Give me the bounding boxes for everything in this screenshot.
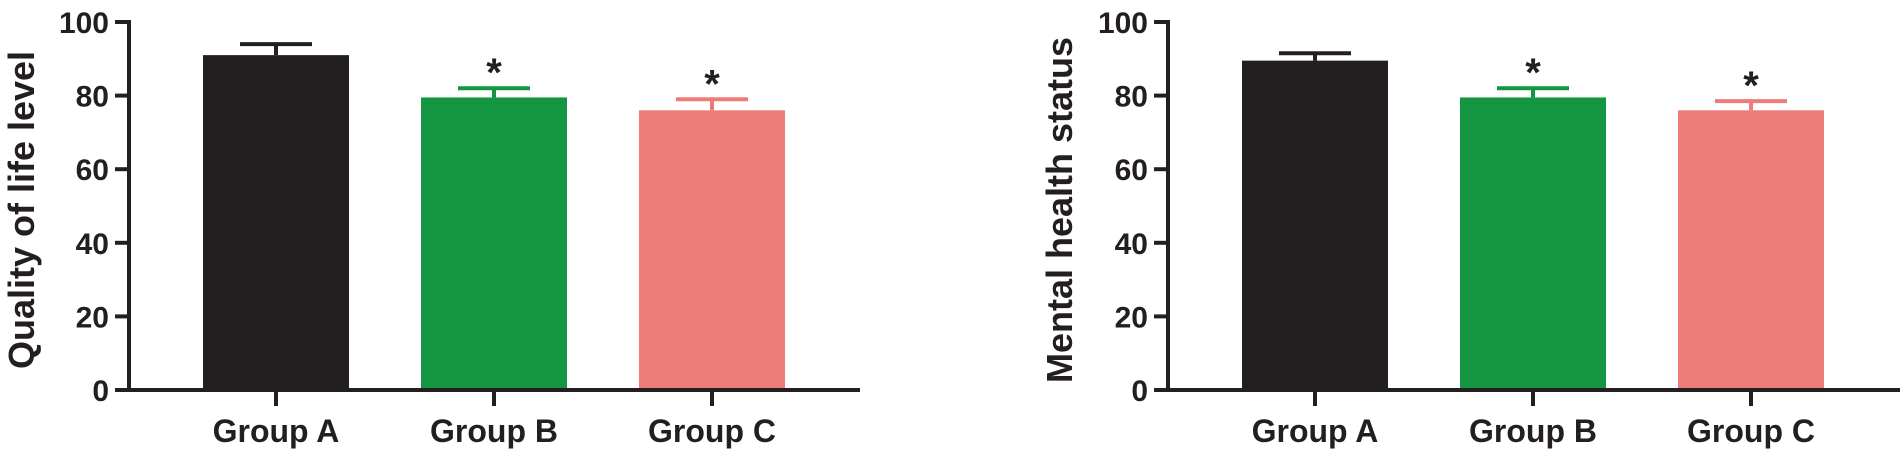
x-tick-label-group-b: Group B xyxy=(430,413,558,449)
significance-marker-3: * xyxy=(704,62,720,106)
y-tick-label-0: 0 xyxy=(1131,375,1148,408)
bar-group-a xyxy=(1242,60,1388,390)
y-tick-label-40: 40 xyxy=(76,228,109,261)
significance-marker-3: * xyxy=(1743,64,1759,108)
y-tick-label-20: 20 xyxy=(76,301,109,334)
y-tick-label-80: 80 xyxy=(76,81,109,114)
x-tick-label-group-c: Group C xyxy=(1687,413,1815,449)
y-tick-label-60: 60 xyxy=(76,154,109,187)
chart-panel-quality-of-life: * * 0 20 40 60 80 100 Group A Group B Group C Quali… xyxy=(1,7,860,449)
y-tick-label-0: 0 xyxy=(92,375,109,408)
x-tick-label-group-a: Group A xyxy=(213,413,340,449)
bar-group-c xyxy=(639,110,785,390)
y-tick-label-80: 80 xyxy=(1115,81,1148,114)
y-tick-label-40: 40 xyxy=(1115,228,1148,261)
significance-marker-2: * xyxy=(1525,51,1541,95)
x-tick-label-group-c: Group C xyxy=(648,413,776,449)
y-tick-label-60: 60 xyxy=(1115,154,1148,187)
bar-group-c xyxy=(1678,110,1824,390)
y-axis-title: Mental health status xyxy=(1039,37,1080,383)
chart-panel-mental-health: * * 0 20 40 60 80 100 Group A Group B Group C Menta… xyxy=(1039,7,1900,449)
x-tick-label-group-b: Group B xyxy=(1469,413,1597,449)
bar-group-a xyxy=(203,55,349,391)
y-tick-label-20: 20 xyxy=(1115,301,1148,334)
y-tick-label-100: 100 xyxy=(59,7,109,40)
bar-group-b xyxy=(421,97,567,390)
significance-marker-2: * xyxy=(486,51,502,95)
y-tick-label-100: 100 xyxy=(1098,7,1148,40)
y-axis-title: Quality of life level xyxy=(1,51,42,369)
x-tick-label-group-a: Group A xyxy=(1252,413,1379,449)
bar-group-b xyxy=(1460,97,1606,390)
